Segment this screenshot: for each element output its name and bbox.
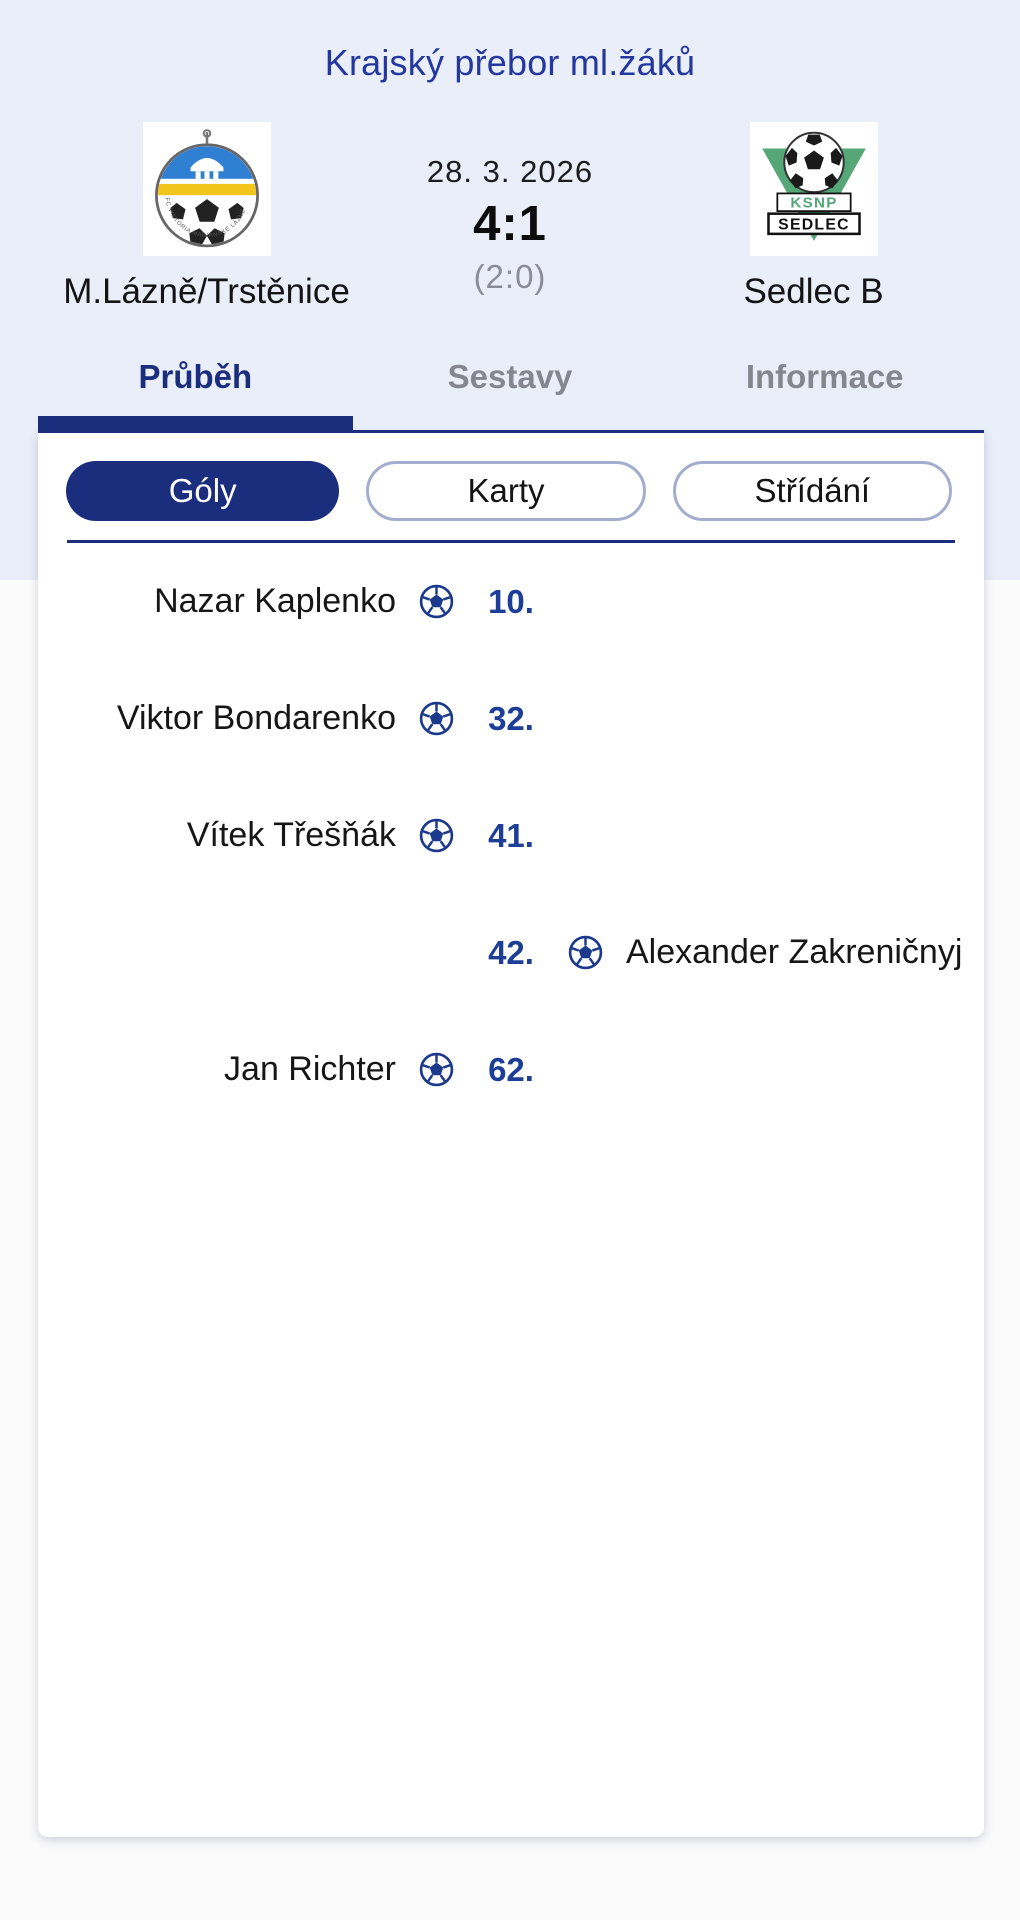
soccer-ball-icon — [418, 700, 455, 737]
away-team: KSNP SEDLEC Sedlec B — [625, 122, 1002, 312]
away-event-zone: Alexander Zakreničnyj — [567, 933, 974, 972]
tab-bar: Průběh Sestavy Informace — [38, 354, 982, 400]
competition-title: Krajský přebor ml.žáků — [324, 42, 696, 83]
player-name: Jan Richter — [224, 1050, 396, 1088]
tab-sestavy[interactable]: Sestavy — [447, 358, 573, 395]
goal-minute: 10. — [488, 582, 534, 620]
goal-minute: 32. — [488, 699, 534, 737]
tab-prubeh[interactable]: Průběh — [138, 358, 253, 395]
player-name: Viktor Bondarenko — [116, 699, 396, 737]
goal-event-row: Viktor Bondarenko 32. — [48, 660, 974, 777]
goal-event-row: 42. Alexander Zakreničnyj — [48, 894, 974, 1011]
tab-bar-line — [38, 430, 984, 433]
match-score: 4:1 — [473, 197, 547, 251]
filter-stridani-button[interactable]: Střídání — [672, 461, 952, 521]
goal-minute: 62. — [488, 1050, 534, 1088]
soccer-ball-icon — [418, 817, 455, 854]
filter-goly-button[interactable]: Góly — [66, 461, 340, 521]
halftime-score: (2:0) — [473, 258, 547, 295]
goal-events-list: Nazar Kaplenko 10. Viktor B — [38, 543, 984, 1128]
goal-event-row: Jan Richter 62. — [48, 1011, 974, 1128]
goal-event-row: Nazar Kaplenko 10. — [48, 543, 974, 660]
home-team: FC VIKTORIA MARIÁNSKÉ LÁZNĚ M.Lázně/Trst… — [18, 122, 395, 312]
match-detail-page: Krajský přebor ml.žáků — [0, 42, 1020, 1837]
player-name: Nazar Kaplenko — [154, 582, 396, 620]
score-block: 28. 3. 2026 4:1 (2:0) — [395, 122, 625, 296]
goal-minute: 41. — [488, 816, 534, 854]
away-crest-top-text: KSNP — [790, 195, 837, 212]
home-team-name: M.Lázně/Trstěnice — [63, 272, 350, 311]
soccer-ball-icon — [418, 1051, 455, 1088]
home-event-zone: Nazar Kaplenko — [48, 582, 455, 621]
away-crest-icon: KSNP SEDLEC — [750, 122, 877, 256]
home-event-zone: Viktor Bondarenko — [48, 699, 455, 738]
active-tab-indicator — [38, 416, 353, 433]
goal-minute: 42. — [488, 933, 534, 971]
match-date: 28. 3. 2026 — [426, 154, 594, 189]
tab-underline — [0, 416, 1020, 433]
away-team-logo: KSNP SEDLEC — [749, 122, 878, 256]
card-divider — [67, 540, 955, 543]
match-events-card: Góly Karty Střídání Nazar Kaplenko — [38, 433, 984, 1837]
match-header: FC VIKTORIA MARIÁNSKÉ LÁZNĚ M.Lázně/Trst… — [0, 122, 1020, 312]
home-team-logo: FC VIKTORIA MARIÁNSKÉ LÁZNĚ — [142, 122, 271, 256]
home-event-zone: Jan Richter — [48, 1050, 455, 1089]
filter-karty-button[interactable]: Karty — [366, 461, 646, 521]
player-name: Alexander Zakreničnyj — [626, 933, 963, 971]
away-team-name: Sedlec B — [743, 272, 884, 311]
home-event-zone: Vítek Třešňák — [48, 816, 455, 855]
away-crest-bottom-text: SEDLEC — [778, 216, 850, 233]
soccer-ball-icon — [567, 934, 604, 971]
soccer-ball-icon — [418, 583, 455, 620]
tab-informace[interactable]: Informace — [745, 358, 904, 395]
goal-event-row: Vítek Třešňák 41. — [48, 777, 974, 894]
event-filter-pills: Góly Karty Střídání — [38, 433, 984, 521]
player-name: Vítek Třešňák — [186, 816, 396, 854]
home-crest-icon: FC VIKTORIA MARIÁNSKÉ LÁZNĚ — [143, 122, 270, 256]
